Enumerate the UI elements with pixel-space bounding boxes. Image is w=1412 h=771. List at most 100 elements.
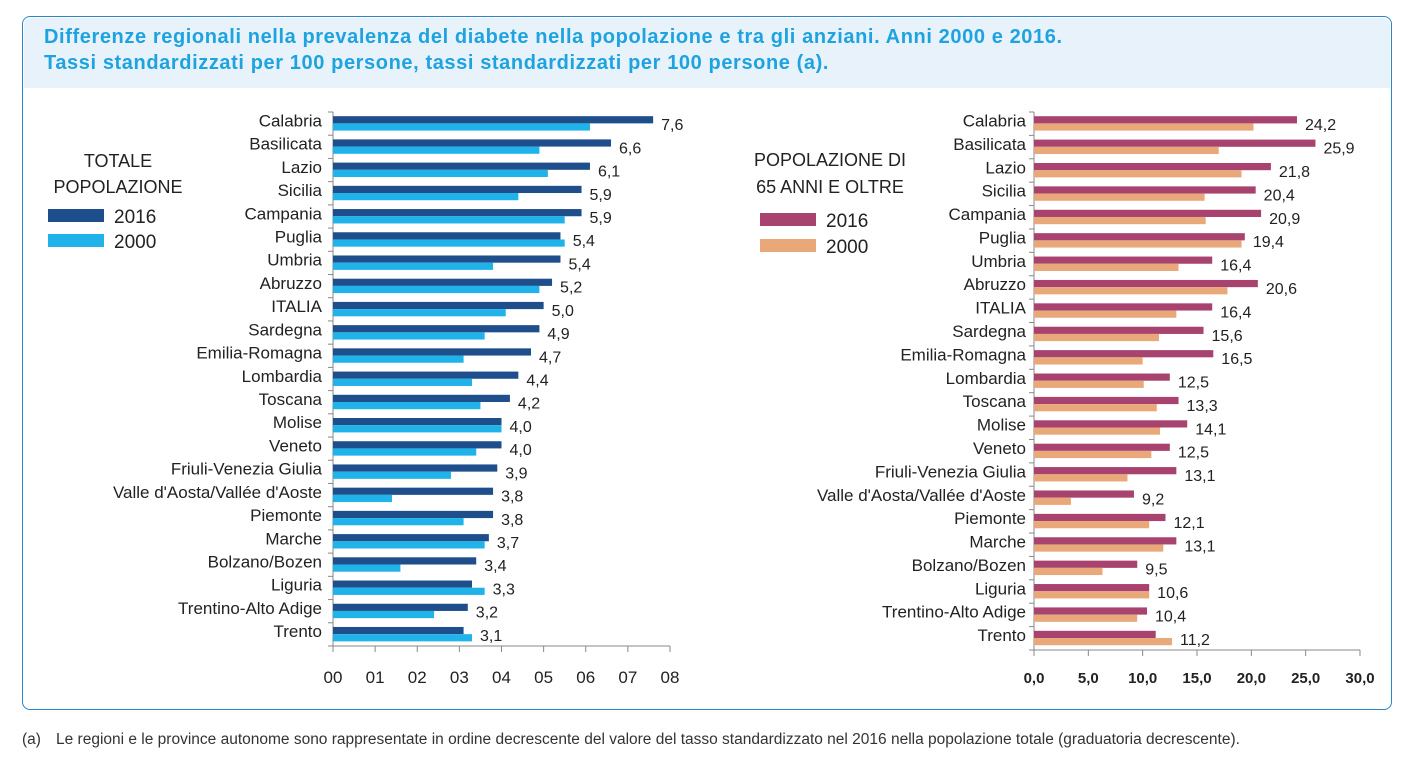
bar-2016 xyxy=(333,464,498,472)
bar-2016 xyxy=(333,232,561,240)
category-label: Emilia-Romagna xyxy=(900,345,1026,364)
bar-2016 xyxy=(333,394,510,402)
category-label: Friuli-Venezia Giulia xyxy=(171,460,323,479)
data-label: 3,8 xyxy=(501,489,523,506)
data-label: 6,1 xyxy=(598,164,620,181)
bar-2000 xyxy=(1034,146,1219,155)
category-label: Toscana xyxy=(963,392,1027,411)
x-tick-label: 15,0 xyxy=(1182,670,1211,687)
category-label: Marche xyxy=(265,529,322,548)
bar-2000 xyxy=(1034,123,1254,131)
bar-2000 xyxy=(1034,287,1228,295)
legend-title: POPOLAZIONE DI xyxy=(754,150,906,170)
bar-2000 xyxy=(333,541,485,549)
data-label: 21,8 xyxy=(1279,164,1310,181)
category-label: ITALIA xyxy=(271,297,322,316)
data-label: 5,4 xyxy=(573,233,595,250)
category-label: Piemonte xyxy=(954,509,1026,528)
legend-swatch-2000 xyxy=(760,239,816,252)
bar-2016 xyxy=(333,418,502,426)
data-label: 4,9 xyxy=(547,326,569,343)
bar-2000 xyxy=(1034,333,1159,342)
bar-2016 xyxy=(1034,186,1256,194)
bar-2016 xyxy=(333,557,477,565)
x-tick-label: 05 xyxy=(534,668,553,687)
bar-2016 xyxy=(333,209,582,217)
bar-2000 xyxy=(1034,240,1242,248)
x-tick-label: 0,0 xyxy=(1024,670,1045,687)
x-tick-label: 06 xyxy=(576,668,595,687)
data-label: 5,9 xyxy=(590,187,612,204)
data-label: 19,4 xyxy=(1253,234,1284,251)
bar-2016 xyxy=(1034,116,1297,124)
bar-2000 xyxy=(1034,497,1071,505)
legend-swatch-2016 xyxy=(48,209,104,222)
bar-2016 xyxy=(333,580,473,588)
bar-2016 xyxy=(333,348,531,356)
category-label: Molise xyxy=(977,416,1026,435)
chart-title: Differenze regionali nella prevalenza de… xyxy=(44,26,1063,48)
bar-2000 xyxy=(333,123,590,131)
x-tick-label: 08 xyxy=(661,668,680,687)
bar-2016 xyxy=(333,162,590,170)
bar-2016 xyxy=(1034,513,1166,522)
data-label: 4,0 xyxy=(510,442,532,459)
category-label: Sardegna xyxy=(248,320,322,339)
data-label: 9,2 xyxy=(1142,492,1164,509)
bar-2000 xyxy=(1034,170,1242,178)
bar-2000 xyxy=(333,518,464,526)
bar-2016 xyxy=(333,441,502,449)
bar-2016 xyxy=(333,301,544,310)
legend-label-2000: 2000 xyxy=(114,232,156,253)
bar-2000 xyxy=(1034,474,1128,482)
bar-2016 xyxy=(1034,443,1170,451)
category-label: Liguria xyxy=(975,579,1027,598)
x-tick-label: 00 xyxy=(324,668,343,687)
bar-2016 xyxy=(1034,537,1177,545)
data-label: 14,1 xyxy=(1195,421,1226,438)
category-label: Veneto xyxy=(269,436,322,455)
bar-2016 xyxy=(1034,209,1262,217)
bar-2000 xyxy=(1034,310,1177,318)
data-label: 3,7 xyxy=(497,535,519,552)
data-label: 5,0 xyxy=(552,303,574,320)
data-label: 7,6 xyxy=(661,117,683,134)
category-label: Abruzzo xyxy=(260,274,322,293)
category-label: Umbria xyxy=(267,251,322,270)
category-label: Basilicata xyxy=(249,135,322,154)
x-tick-label: 07 xyxy=(618,668,637,687)
data-label: 6,6 xyxy=(619,140,641,157)
bar-2016 xyxy=(1034,139,1316,147)
category-label: Valle d'Aosta/Vallée d'Aoste xyxy=(817,486,1026,505)
footnote-text: Le regioni e le province autonome sono r… xyxy=(56,731,1240,748)
bar-2000 xyxy=(1034,614,1138,622)
bar-2016 xyxy=(1034,233,1245,241)
x-tick-label: 01 xyxy=(366,668,385,687)
bar-2000 xyxy=(333,587,485,595)
x-tick-label: 25,0 xyxy=(1291,670,1320,687)
bar-2000 xyxy=(333,262,494,270)
bar-2016 xyxy=(1034,607,1148,615)
bar-2000 xyxy=(1034,404,1157,412)
bar-2000 xyxy=(333,401,481,410)
data-label: 12,1 xyxy=(1173,515,1204,532)
category-label: Trentino-Alto Adige xyxy=(882,603,1026,622)
bar-2000 xyxy=(333,355,464,363)
category-label: Friuli-Venezia Giulia xyxy=(875,462,1027,481)
bar-2000 xyxy=(1034,567,1103,576)
category-label: Liguria xyxy=(271,576,323,595)
data-label: 5,2 xyxy=(560,280,582,297)
category-label: Sicilia xyxy=(982,182,1027,201)
legend-swatch-2016 xyxy=(760,213,816,226)
bar-2000 xyxy=(333,332,485,340)
category-label: Trento xyxy=(977,626,1026,645)
bar-2000 xyxy=(333,146,540,154)
x-tick-label: 20,0 xyxy=(1237,670,1266,687)
bar-2016 xyxy=(333,487,494,495)
data-label: 20,9 xyxy=(1269,211,1300,228)
category-label: ITALIA xyxy=(975,299,1026,318)
data-label: 13,1 xyxy=(1184,538,1215,555)
bar-2016 xyxy=(1034,162,1271,171)
category-label: Campania xyxy=(949,205,1027,224)
